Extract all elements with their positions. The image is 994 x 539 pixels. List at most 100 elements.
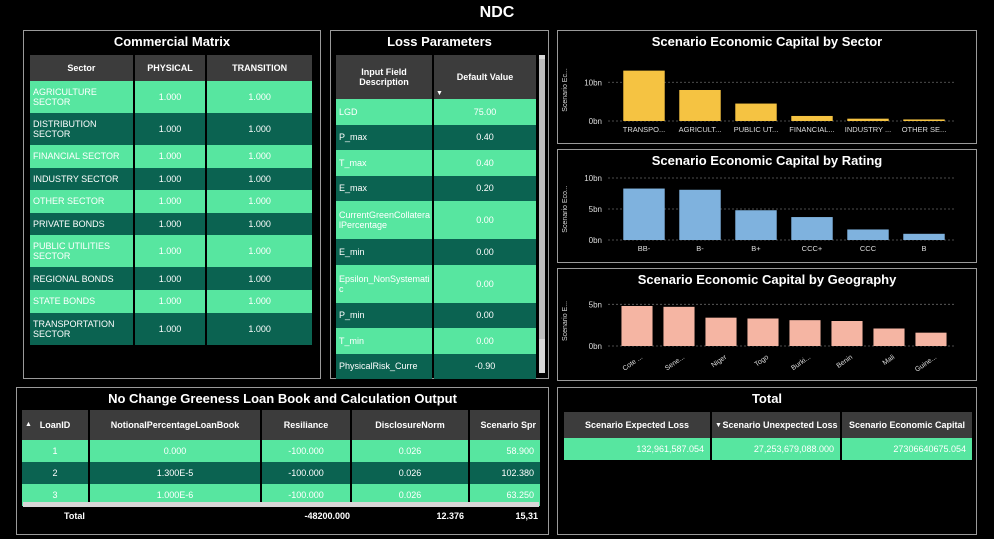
rating-chart-title: Scenario Economic Capital by Rating — [651, 153, 883, 168]
total-label: Total — [22, 508, 88, 524]
col-scenario-spread[interactable]: Scenario Spr — [470, 410, 540, 440]
bar[interactable] — [873, 328, 905, 347]
value-cell: 0.00 — [434, 239, 536, 265]
transition-cell: 1.000 — [207, 267, 312, 290]
geography-chart-panel: Scenario Economic Capital by Geography S… — [557, 268, 977, 381]
col-default-value[interactable]: Default Value — [434, 55, 536, 99]
bar[interactable] — [705, 317, 737, 346]
x-tick-label: CCC+ — [802, 244, 823, 253]
total-title: Total — [751, 391, 783, 406]
bar[interactable] — [847, 118, 889, 121]
table-row[interactable]: P_max 0.40 — [336, 124, 536, 150]
table-row[interactable]: LGD 75.00 — [336, 99, 536, 125]
col-physical[interactable]: PHYSICAL — [134, 55, 206, 81]
field-cell: P_min — [336, 302, 432, 328]
bar[interactable] — [663, 306, 695, 346]
table-row[interactable]: 3 1.000E-6 -100.000 0.026 63.250 — [22, 484, 540, 506]
rating-bar-chart: Scenario Eco... 0bn 5bn 10bn BB- B- B+ CCC+ CCC B — [562, 174, 954, 253]
table-row[interactable]: E_min 0.00 — [336, 239, 536, 265]
col-disclosure[interactable]: DisclosureNorm — [352, 410, 468, 440]
bar[interactable] — [847, 229, 889, 240]
col-transition[interactable]: TRANSITION — [207, 55, 312, 81]
transition-cell: 1.000 — [207, 289, 312, 313]
col-resiliance[interactable]: Resiliance — [262, 410, 350, 440]
bar[interactable] — [915, 332, 947, 346]
table-row[interactable]: Epsilon_NonSystematic 0.00 — [336, 264, 536, 303]
x-tick-label: PUBLIC UT... — [734, 125, 779, 134]
col-sector[interactable]: Sector — [30, 55, 133, 81]
table-row[interactable]: FINANCIAL SECTOR 1.000 1.000 — [30, 145, 312, 168]
table-row[interactable]: PUBLIC UTILITIES SECTOR 1.000 1.000 — [30, 235, 312, 268]
physical-cell: 1.000 — [134, 212, 206, 236]
bar[interactable] — [679, 90, 721, 121]
bar[interactable] — [735, 210, 777, 240]
x-tick-label: B+ — [751, 244, 761, 253]
col-loanid[interactable]: ▲ LoanID — [22, 410, 88, 440]
field-cell: T_min — [336, 328, 432, 354]
resiliance-cell: -100.000 — [262, 462, 350, 484]
notional-cell: 0.000 — [90, 440, 260, 462]
col-expected-loss[interactable]: Scenario Expected Loss — [564, 412, 710, 438]
physical-cell: 1.000 — [134, 267, 206, 290]
bar[interactable] — [623, 70, 665, 121]
table-row[interactable]: E_max 0.20 — [336, 175, 536, 201]
col-unexpected-loss[interactable]: ▼ Scenario Unexpected Loss — [712, 412, 840, 438]
bar[interactable] — [903, 233, 945, 240]
bar[interactable] — [791, 217, 833, 240]
loanbook-hscrollbar[interactable] — [23, 502, 539, 507]
x-tick-label: BB- — [638, 244, 651, 253]
loss-scroll-thumb[interactable] — [539, 59, 545, 339]
loanbook-total-table: Total -48200.000 12.376 15,31 — [20, 508, 542, 524]
bar[interactable] — [735, 103, 777, 121]
col-input-field[interactable]: Input Field Description ▼ — [336, 55, 443, 99]
transition-cell: 1.000 — [207, 145, 312, 168]
table-row[interactable]: AGRICULTURE SECTOR 1.000 1.000 — [30, 81, 312, 113]
x-tick-label: Burki... — [790, 354, 812, 372]
table-row[interactable]: OTHER SECTOR 1.000 1.000 — [30, 190, 312, 213]
value-cell: 0.00 — [434, 328, 536, 354]
table-row[interactable]: DISTRIBUTION SECTOR 1.000 1.000 — [30, 113, 312, 145]
bar[interactable] — [831, 321, 863, 346]
table-row[interactable]: PhysicalRisk_Curre -0.90 — [336, 353, 536, 379]
disclosure-cell: 0.026 — [352, 440, 468, 462]
x-tick-label: FINANCIAL... — [789, 125, 834, 134]
table-row[interactable]: CurrentGreenCollateralPercentage 0.00 — [336, 201, 536, 239]
bar[interactable] — [903, 119, 945, 121]
value-cell: 0.00 — [434, 302, 536, 328]
table-row[interactable]: TRANSPORTATION SECTOR 1.000 1.000 — [30, 312, 312, 345]
table-row[interactable]: P_min 0.00 — [336, 302, 536, 328]
physical-cell: 1.000 — [134, 289, 206, 313]
table-row[interactable]: INDUSTRY SECTOR 1.000 1.000 — [30, 167, 312, 191]
value-cell: 75.00 — [434, 99, 536, 125]
table-row[interactable]: 2 1.300E-5 -100.000 0.026 102.380 — [22, 462, 540, 484]
total-resiliance: -48200.000 — [262, 508, 350, 524]
loanbook-panel: No Change Greeness Loan Book and Calcula… — [16, 387, 549, 535]
expected-loss-value: 132,961,587.054 — [564, 438, 710, 460]
bar[interactable] — [621, 306, 653, 346]
col-economic-capital[interactable]: Scenario Economic Capital — [842, 412, 972, 438]
table-row[interactable]: T_max 0.40 — [336, 150, 536, 176]
table-row[interactable]: 1 0.000 -100.000 0.026 58.900 — [22, 440, 540, 462]
bar[interactable] — [623, 188, 665, 240]
spread-cell: 102.380 — [470, 462, 540, 484]
y-axis-label: Scenario Ec... — [562, 68, 569, 112]
sector-chart-panel: Scenario Economic Capital by Sector Scen… — [557, 30, 977, 144]
loss-parameters-title: Loss Parameters — [387, 34, 492, 49]
table-row[interactable]: REGIONAL BONDS 1.000 1.000 — [30, 267, 312, 290]
table-row[interactable]: T_min 0.00 — [336, 328, 536, 354]
bar[interactable] — [747, 318, 779, 347]
bar[interactable] — [791, 115, 833, 121]
field-cell: Epsilon_NonSystematic — [336, 264, 432, 303]
col-notional[interactable]: NotionalPercentageLoanBook — [90, 410, 260, 440]
rating-chart-panel: Scenario Economic Capital by Rating Scen… — [557, 149, 977, 263]
notional-cell: 1.300E-5 — [90, 462, 260, 484]
x-tick-label: TRANSPO... — [623, 125, 666, 134]
x-tick-label: B — [921, 244, 926, 253]
bar[interactable] — [789, 320, 821, 346]
table-row[interactable]: PRIVATE BONDS 1.000 1.000 — [30, 212, 312, 236]
bar[interactable] — [679, 189, 721, 240]
x-tick-label: Mali — [882, 354, 897, 367]
value-cell: 0.40 — [434, 124, 536, 150]
table-row[interactable]: STATE BONDS 1.000 1.000 — [30, 289, 312, 313]
x-tick-label: AGRICULT... — [679, 125, 722, 134]
